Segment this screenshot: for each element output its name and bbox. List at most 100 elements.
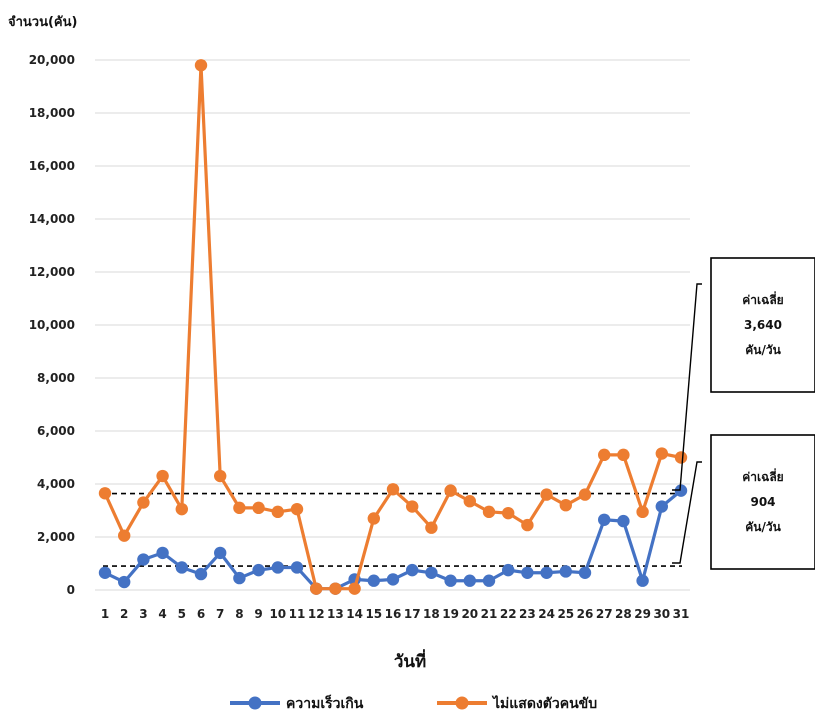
data-point: [271, 561, 284, 574]
y-tick-label: 12,000: [29, 265, 75, 279]
callout-text: ค่าเฉลี่ย: [742, 468, 783, 484]
callout-leader: [672, 461, 702, 564]
x-tick-label: 29: [634, 607, 651, 621]
y-axis-ticks: 0 2,000 4,000 6,000 8,000 10,000 12,000 14,000 1…: [29, 53, 75, 597]
data-point: [425, 566, 438, 579]
data-point: [598, 448, 611, 462]
data-point: [290, 561, 304, 574]
legend-swatch-marker: [248, 696, 262, 710]
x-tick-label: 9: [254, 607, 262, 621]
legend-label: ไม่แสดงตัวคนขับ: [491, 694, 597, 712]
x-tick-label: 6: [197, 607, 205, 621]
data-point: [386, 573, 400, 586]
data-point: [655, 447, 668, 460]
data-point: [540, 488, 553, 501]
data-point: [578, 566, 592, 579]
data-point: [406, 500, 419, 513]
data-point: [444, 484, 457, 497]
data-point: [425, 521, 438, 534]
data-point: [521, 566, 534, 579]
data-point: [674, 484, 688, 497]
data-point: [367, 574, 380, 587]
data-point: [636, 505, 649, 519]
x-tick-label: 15: [365, 607, 382, 621]
data-point: [98, 566, 112, 579]
x-axis-ticks: 1 2 3 4 5 6 7 8 9 10 11 12 13 14 15 16 17 18 19 20 21 22 23 24 2…: [101, 607, 690, 621]
x-tick-label: 24: [538, 607, 555, 621]
callout-box: [710, 257, 815, 393]
x-tick-label: 1: [101, 607, 109, 621]
y-tick-label: 0: [67, 583, 75, 597]
x-tick-label: 19: [442, 607, 459, 621]
data-point: [617, 448, 630, 462]
x-tick-label: 13: [327, 607, 344, 621]
data-point: [406, 563, 419, 577]
legend-swatch-marker: [455, 696, 469, 710]
data-point: [521, 518, 534, 532]
x-tick-label: 22: [500, 607, 517, 621]
x-tick-label: 20: [461, 607, 478, 621]
x-tick-label: 3: [139, 607, 147, 621]
average-reference-lines: [103, 492, 682, 567]
data-point: [540, 566, 553, 579]
data-point: [559, 499, 572, 512]
y-axis-title: จำนวน(คัน): [8, 14, 77, 30]
data-point: [118, 529, 131, 542]
data-point: [502, 506, 515, 520]
data-point: [175, 561, 188, 574]
data-point: [175, 502, 188, 516]
data-point: [252, 501, 265, 515]
data-point: [482, 574, 496, 587]
x-axis-title: วันที่: [394, 649, 426, 672]
data-point: [233, 571, 246, 585]
callout-text: 3,640: [744, 318, 782, 332]
y-tick-label: 8,000: [37, 371, 75, 385]
data-point: [156, 469, 169, 483]
data-point: [578, 488, 592, 501]
x-tick-label: 14: [346, 607, 363, 621]
data-point: [137, 553, 150, 566]
data-point: [463, 574, 476, 587]
x-tick-label: 18: [423, 607, 440, 621]
data-point: [367, 512, 380, 525]
x-tick-label: 28: [615, 607, 632, 621]
data-point: [463, 495, 476, 508]
data-point: [655, 500, 668, 513]
x-tick-label: 26: [577, 607, 594, 621]
data-point: [194, 59, 208, 72]
data-point: [156, 546, 169, 560]
callout-box: [710, 434, 815, 570]
x-tick-label: 10: [269, 607, 286, 621]
x-tick-label: 25: [557, 607, 574, 621]
data-point: [482, 505, 496, 519]
data-point: [194, 567, 208, 581]
x-tick-label: 7: [216, 607, 224, 621]
x-tick-label: 5: [178, 607, 186, 621]
gridlines: [95, 59, 690, 591]
data-point: [559, 565, 572, 578]
y-tick-label: 20,000: [29, 53, 75, 67]
x-tick-label: 16: [385, 607, 402, 621]
y-tick-label: 14,000: [29, 212, 75, 226]
data-point: [271, 505, 284, 519]
y-tick-label: 6,000: [37, 424, 75, 438]
y-tick-label: 4,000: [37, 477, 75, 491]
data-point: [329, 582, 342, 595]
series-group: [98, 59, 688, 595]
y-tick-label: 16,000: [29, 159, 75, 173]
legend-label: ความเร็วเกิน: [286, 694, 364, 712]
data-point: [214, 469, 227, 483]
callout-text: 904: [750, 495, 775, 509]
x-tick-label: 17: [404, 607, 421, 621]
x-tick-label: 27: [596, 607, 613, 621]
x-tick-label: 31: [673, 607, 690, 621]
data-point: [348, 582, 361, 595]
data-point: [502, 563, 515, 577]
data-point: [444, 574, 457, 587]
data-point: [310, 582, 323, 595]
y-tick-label: 2,000: [37, 530, 75, 544]
x-tick-label: 11: [289, 607, 306, 621]
legend: ความเร็วเกิน ไม่แสดงตัวคนขับ: [230, 694, 597, 712]
x-tick-label: 4: [158, 607, 166, 621]
